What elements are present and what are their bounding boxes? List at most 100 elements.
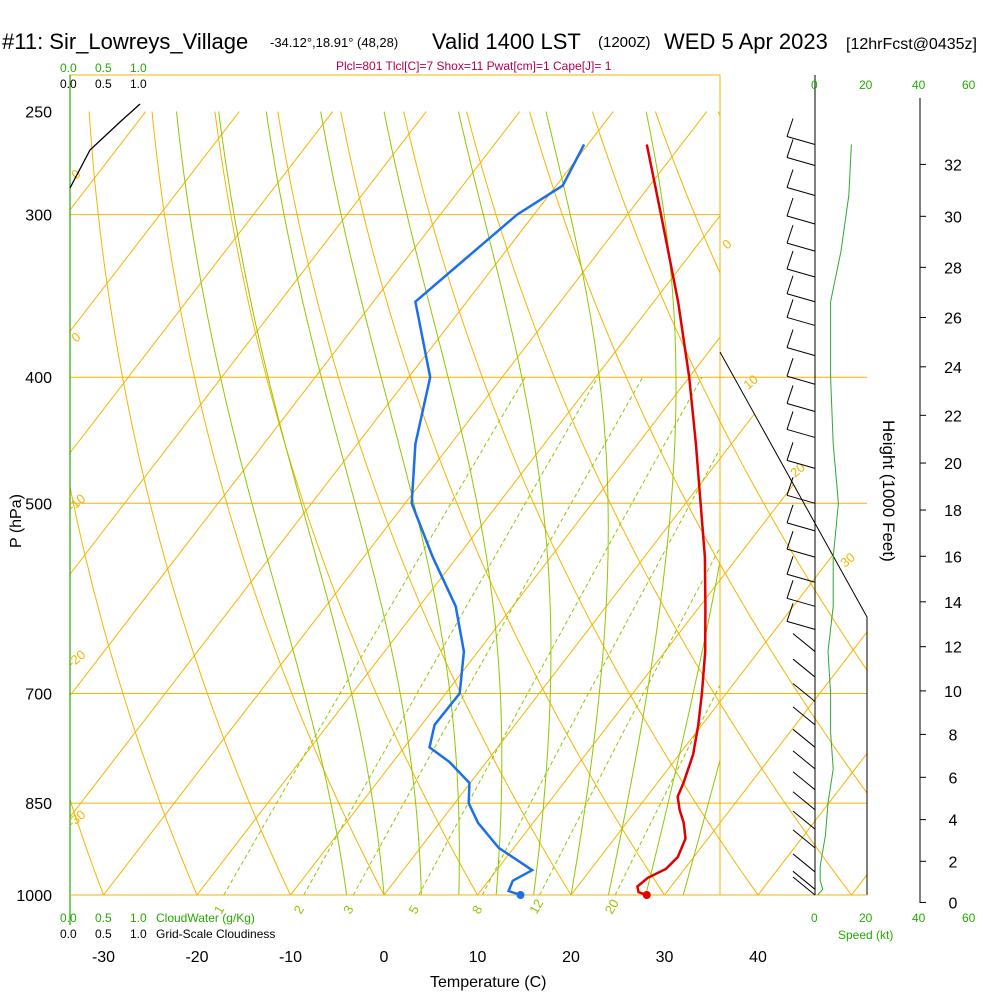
wind-barb-flag-575 (786, 556, 794, 575)
utc-time: (1200Z) (598, 34, 651, 51)
wind-barb-flag-500 (786, 477, 794, 496)
isotherm-label-6: -30 (64, 807, 88, 831)
height-tick-32: 32 (944, 157, 962, 174)
height-tick-2: 2 (949, 854, 958, 871)
cloud-scale-top: 0.0 0.5 1.0 0.0 0.5 1.0 (60, 61, 147, 91)
isotherm--60 (70, 111, 427, 895)
svg-text:0: 0 (811, 78, 818, 92)
temperature-tick--10: -10 (279, 949, 302, 966)
wind-barb-flag-275 (786, 139, 794, 158)
dry-adiabat-10 (214, 111, 478, 895)
pressure-tick-400: 400 (25, 370, 52, 387)
pressure-tick-250: 250 (25, 105, 52, 122)
height-tick-18: 18 (944, 503, 962, 520)
wind-barb-265 (786, 136, 816, 146)
moist-adiabat--4 (176, 111, 348, 895)
temperature-profile-line (636, 144, 707, 897)
svg-text:0.0: 0.0 (60, 927, 77, 941)
svg-text:40: 40 (912, 78, 926, 92)
height-tick-22: 22 (944, 408, 962, 425)
wind-barb-710 (792, 683, 816, 702)
svg-text:40: 40 (912, 911, 926, 925)
station-title: #11: Sir_Lowreys_Village (2, 29, 248, 54)
wind-barb-flag-290 (786, 169, 794, 188)
moist-adiabat-24 (607, 111, 677, 895)
isotherm--30 (103, 111, 708, 895)
svg-text:0.5: 0.5 (95, 77, 112, 91)
pressure-tick-850: 850 (25, 796, 52, 813)
wind-barb-305 (786, 215, 816, 225)
wind-barb-600 (786, 597, 816, 607)
mixing-ratio-8 (481, 447, 720, 895)
height-tick-8: 8 (949, 727, 958, 744)
temperature-tick--20: -20 (185, 949, 208, 966)
wind-barb-550 (786, 548, 816, 558)
svg-text:0: 0 (811, 911, 818, 925)
wind-barb-flag-265 (786, 118, 794, 137)
speed-label: Speed (kt) (838, 928, 893, 942)
dry-adiabat-20 (277, 111, 572, 895)
isotherm-label-2: 20 (787, 460, 808, 481)
wind-barb-flag-525 (786, 504, 794, 524)
mixing-ratio-label-5: 5 (405, 903, 422, 917)
height-tick-10: 10 (944, 684, 962, 701)
isotherm-0 (383, 111, 867, 895)
y-axis-label: P (hPa) (8, 494, 25, 548)
height-tick-20: 20 (944, 456, 962, 473)
mixing-ratio-12 (539, 546, 720, 895)
isotherm--40 (70, 111, 614, 895)
svg-text:0.0: 0.0 (60, 77, 77, 91)
temperature-tick--30: -30 (92, 949, 115, 966)
moist-adiabat-32 (682, 758, 720, 895)
wind-barb-flag-625 (786, 603, 794, 622)
moist-adiabat-4 (265, 111, 422, 895)
height-tick-14: 14 (944, 595, 962, 612)
wind-barb-650 (792, 633, 816, 652)
wind-barb-350 (786, 293, 816, 303)
svg-text:60: 60 (962, 911, 976, 925)
wind-barb-575 (786, 573, 816, 583)
svg-text:0.0: 0.0 (60, 61, 77, 75)
wind-barb-flag-335 (786, 250, 794, 270)
wind-barbs (786, 118, 816, 896)
mixing-ratio-label-8: 8 (469, 903, 486, 917)
cloudiness-label: Grid-Scale Cloudiness (156, 927, 275, 941)
temperature-tick-40: 40 (749, 949, 767, 966)
wind-barb-flag-470 (786, 442, 794, 461)
moist-adiabat-28 (645, 558, 720, 895)
temperature-tick-0: 0 (380, 949, 389, 966)
svg-text:1.0: 1.0 (130, 911, 147, 925)
dry-adiabat-30 (340, 111, 665, 895)
mixing-ratio-label-20: 20 (602, 896, 622, 916)
mixing-ratio-3 (352, 376, 644, 895)
wind-barb-680 (792, 658, 816, 678)
surface-temperature-dot (642, 891, 651, 899)
dry-adiabat-130 (970, 112, 1000, 895)
dry-adiabat-70 (591, 111, 867, 895)
surface-dewpoint-dot (516, 891, 525, 899)
indices-line: Plcl=801 Tlcl[C]=7 Shox=11 Pwat[cm]=1 Ca… (336, 59, 612, 73)
dry-adiabat-60 (529, 111, 867, 895)
temperature-tick-labels: -30 -20 -10 0 10 20 30 40 (92, 949, 767, 966)
wind-barb-525 (786, 522, 816, 532)
isotherm--80 (70, 111, 240, 895)
height-tick-24: 24 (944, 360, 962, 377)
mixing-ratio-label-3: 3 (340, 903, 357, 917)
wind-barb-365 (786, 316, 816, 326)
pressure-tick-labels: 250 300 400 500 700 850 1000 (16, 105, 52, 905)
temperature-tick-30: 30 (656, 949, 674, 966)
wind-barb-500 (786, 494, 816, 504)
svg-text:60: 60 (962, 78, 976, 92)
wind-barb-740 (792, 706, 816, 726)
pressure-tick-500: 500 (25, 496, 52, 513)
wind-barb-860 (792, 791, 816, 811)
moist-adiabat-16 (458, 111, 552, 895)
dry-adiabat--20 (70, 111, 198, 895)
wind-barb-385 (786, 347, 816, 357)
station-coords: -34.12°,18.91° (48,28) (270, 35, 398, 50)
wind-barb-335 (786, 268, 816, 278)
speed-ticks-top: 0 20 40 60 (811, 78, 976, 92)
pressure-tick-700: 700 (25, 686, 52, 703)
